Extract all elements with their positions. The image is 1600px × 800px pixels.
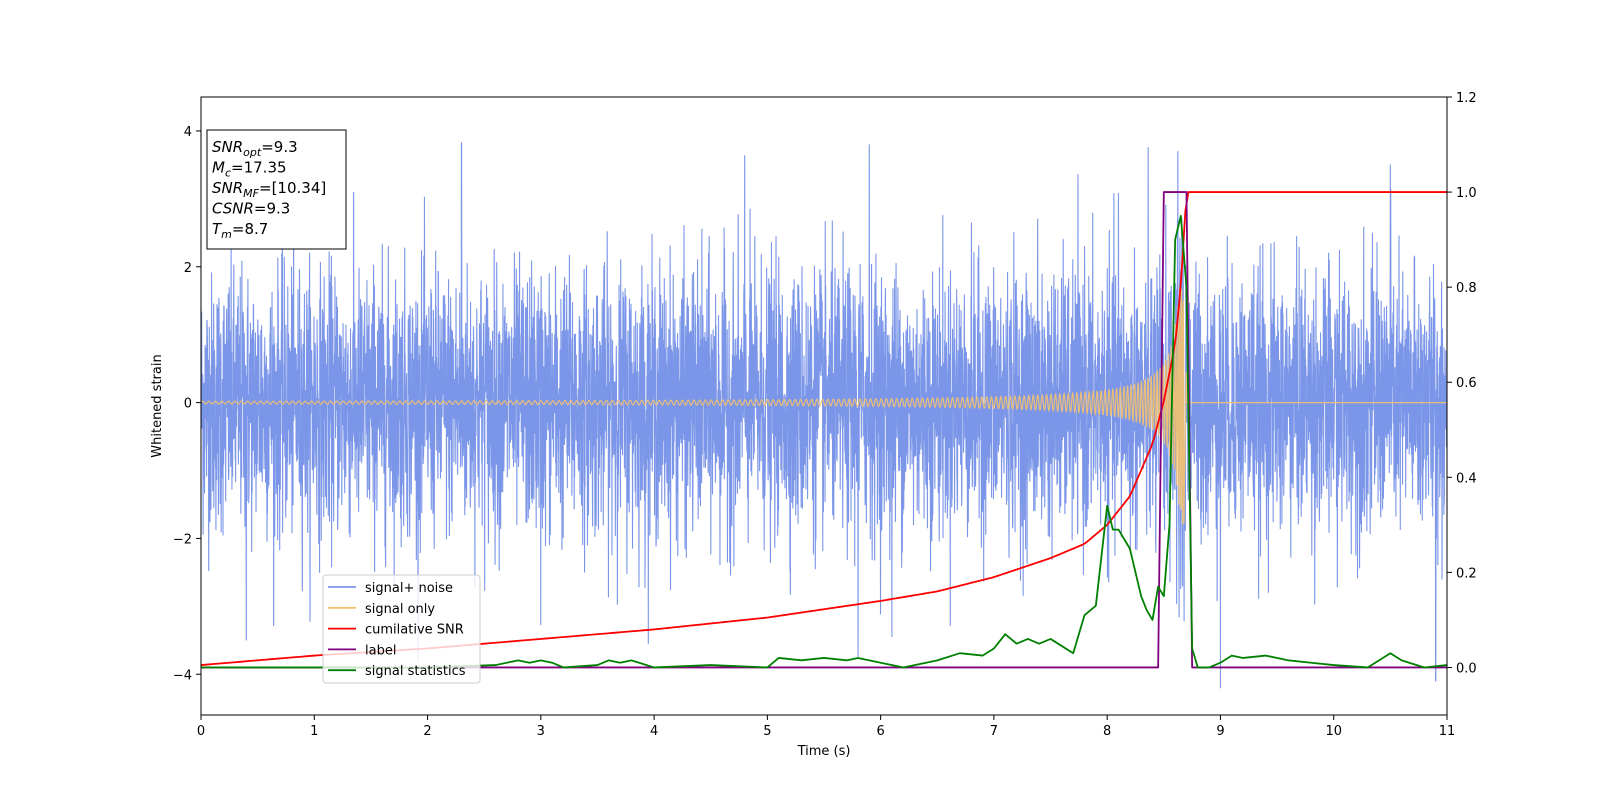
series-signal-only-line — [201, 288, 1447, 525]
y-tick-label-left: 0 — [184, 397, 192, 412]
info-line: SNRMF=[10.34] — [212, 179, 326, 200]
info-line: Tm=8.7 — [212, 220, 268, 241]
axes: 0 1 2 3 4 5 6 7 8 9 10 11 −4 −2 0 2 4 0.0 0.2 0.4 0.6 0.8 1.0 1… — [173, 91, 1477, 739]
series-signal-noise-line — [201, 142, 1447, 689]
x-tick-label: 4 — [650, 724, 658, 739]
legend: signal+ noise signal only cumilative SNR la… — [322, 574, 481, 684]
info-line: SNRopt=9.3 — [212, 138, 298, 159]
info-symbol: T — [212, 220, 223, 238]
y-tick-label-right: 0.2 — [1456, 566, 1477, 581]
x-tick-label: 11 — [1439, 724, 1456, 739]
x-tick-label: 2 — [423, 724, 431, 739]
info-symbol: M — [212, 159, 225, 177]
x-tick-label: 10 — [1325, 724, 1342, 739]
info-subscript: opt — [243, 146, 262, 159]
info-symbol: SNR — [212, 138, 243, 156]
x-tick-label: 9 — [1216, 724, 1224, 739]
x-tick-label: 1 — [310, 724, 318, 739]
info-box: SNRopt=9.3Mc=17.35SNRMF=[10.34]CSNR=9.3T… — [206, 129, 347, 250]
info-symbol: CSNR — [212, 200, 254, 218]
y-tick-label-left: 4 — [184, 125, 192, 140]
legend-frame — [322, 574, 481, 684]
y-tick-label-left: 2 — [184, 261, 192, 276]
plot-frame — [200, 96, 1448, 716]
series-signal-statistics-line — [201, 214, 1447, 669]
x-tick-label: 7 — [990, 724, 998, 739]
y-tick-label-left: −2 — [173, 532, 192, 547]
info-subscript: c — [225, 167, 231, 180]
info-value: =9.3 — [254, 200, 290, 218]
x-tick-label: 6 — [876, 724, 884, 739]
y-tick-label-right: 0.4 — [1456, 471, 1477, 486]
info-box-frame — [206, 129, 347, 250]
x-tick-label: 3 — [537, 724, 545, 739]
info-value: =[10.34] — [259, 179, 326, 197]
y-tick-label-right: 0.0 — [1456, 661, 1477, 676]
y-tick-label-right: 0.8 — [1456, 281, 1477, 296]
legend-label: signal statistics — [365, 664, 466, 679]
y-tick-label-left: −4 — [173, 668, 192, 683]
info-subscript: MF — [243, 187, 259, 200]
legend-label: signal only — [365, 602, 435, 617]
x-tick-label: 0 — [197, 724, 205, 739]
info-value: =17.35 — [231, 159, 287, 177]
y-tick-label-right: 1.0 — [1456, 186, 1477, 201]
info-line: CSNR=9.3 — [212, 200, 290, 218]
x-tick-label: 5 — [763, 724, 771, 739]
info-value: =9.3 — [261, 138, 297, 156]
y-tick-label-right: 0.6 — [1456, 376, 1477, 391]
y-tick-label-right: 1.2 — [1456, 91, 1477, 106]
info-subscript: m — [221, 228, 232, 241]
legend-label: label — [365, 643, 396, 658]
info-symbol: SNR — [212, 179, 243, 197]
info-value: =8.7 — [232, 220, 268, 238]
legend-label: signal+ noise — [365, 581, 453, 596]
series-label-line — [201, 191, 1447, 669]
y-axis-label-left: Whitened strain — [150, 354, 165, 457]
legend-label: cumilative SNR — [365, 623, 464, 638]
info-line: Mc=17.35 — [212, 159, 287, 180]
x-tick-label: 8 — [1103, 724, 1111, 739]
x-axis-label: Time (s) — [797, 744, 851, 759]
